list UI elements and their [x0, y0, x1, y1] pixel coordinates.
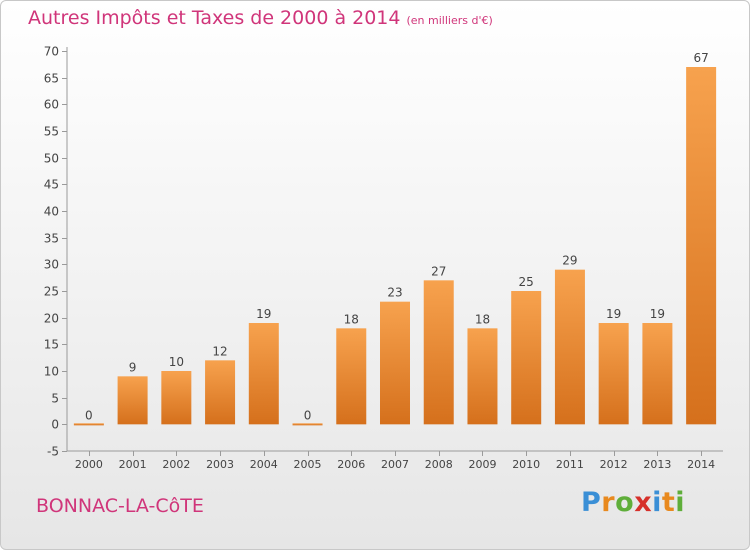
y-tick-label: 50: [44, 152, 59, 166]
logo-letter: r: [601, 487, 616, 518]
bar: [292, 423, 323, 426]
bar: [642, 323, 673, 425]
y-tick-label: 30: [44, 258, 59, 272]
bar-value-label: 0: [304, 408, 312, 422]
y-tick-label: 70: [44, 45, 59, 59]
y-tick-label: 60: [44, 98, 59, 112]
bar: [336, 328, 367, 425]
bar: [686, 67, 717, 425]
y-tick-label: 25: [44, 285, 59, 299]
x-tick-label: 2010: [512, 458, 540, 471]
bar: [73, 423, 104, 426]
bar-value-label: 23: [387, 286, 402, 300]
bar-value-label: 19: [606, 307, 621, 321]
proxiti-logo: Proxiti: [581, 487, 685, 518]
bar-value-label: 25: [519, 275, 534, 289]
logo-letter: i: [652, 487, 662, 518]
bar: [380, 301, 410, 425]
bar-value-label: 18: [344, 312, 359, 326]
y-tick-label: -5: [47, 445, 59, 459]
logo-letter: x: [634, 487, 653, 518]
bar: [598, 323, 629, 425]
bar-value-label: 12: [212, 344, 227, 358]
y-tick-label: 45: [44, 178, 59, 192]
bar: [248, 323, 279, 425]
chart-title: Autres Impôts et Taxes de 2000 à 2014 (en…: [28, 7, 493, 29]
x-tick-label: 2009: [468, 458, 496, 471]
chart-title-text: Autres Impôts et Taxes de 2000 à 2014: [28, 7, 401, 29]
y-tick-label: 5: [51, 392, 59, 406]
chart-unit: (en milliers d'€): [406, 14, 493, 27]
bar-value-label: 10: [169, 355, 184, 369]
x-tick-label: 2006: [337, 458, 365, 471]
y-tick-label: 65: [44, 72, 59, 86]
y-tick-label: 0: [51, 418, 59, 432]
y-tick-label: 10: [44, 365, 59, 379]
bar-value-label: 18: [475, 312, 490, 326]
bar-value-label: 27: [431, 264, 446, 278]
x-tick-label: 2012: [600, 458, 628, 471]
x-tick-label: 2011: [556, 458, 584, 471]
bar: [554, 269, 585, 425]
y-tick-label: 55: [44, 125, 59, 139]
y-tick-label: 15: [44, 338, 59, 352]
bar-value-label: 19: [256, 307, 271, 321]
logo-letter: o: [615, 487, 635, 518]
bar: [467, 328, 498, 425]
y-tick-label: 40: [44, 205, 59, 219]
bar-value-label: 67: [693, 51, 708, 65]
x-tick-label: 2003: [206, 458, 234, 471]
bar-value-label: 19: [650, 307, 665, 321]
logo-letter: t: [661, 487, 676, 518]
bar-value-label: 9: [129, 360, 137, 374]
x-tick-label: 2000: [75, 458, 103, 471]
logo-letter: P: [581, 487, 602, 518]
bar-value-label: 0: [85, 408, 93, 422]
bar-value-label: 29: [562, 254, 577, 268]
x-tick-label: 2013: [643, 458, 671, 471]
x-tick-label: 2004: [250, 458, 278, 471]
x-tick-label: 2001: [119, 458, 147, 471]
x-tick-label: 2014: [687, 458, 715, 471]
place-name: BONNAC-LA-CôTE: [36, 495, 204, 517]
bar: [161, 371, 192, 425]
x-tick-label: 2008: [425, 458, 453, 471]
logo-letter: i: [675, 487, 686, 518]
x-tick-label: 2002: [162, 458, 190, 471]
bar: [205, 360, 236, 425]
y-tick-label: 20: [44, 312, 59, 326]
bar: [423, 280, 454, 425]
x-tick-label: 2007: [381, 458, 409, 471]
bar: [511, 291, 542, 425]
x-tick-label: 2005: [294, 458, 322, 471]
bar: [117, 376, 148, 425]
y-tick-label: 35: [44, 232, 59, 246]
